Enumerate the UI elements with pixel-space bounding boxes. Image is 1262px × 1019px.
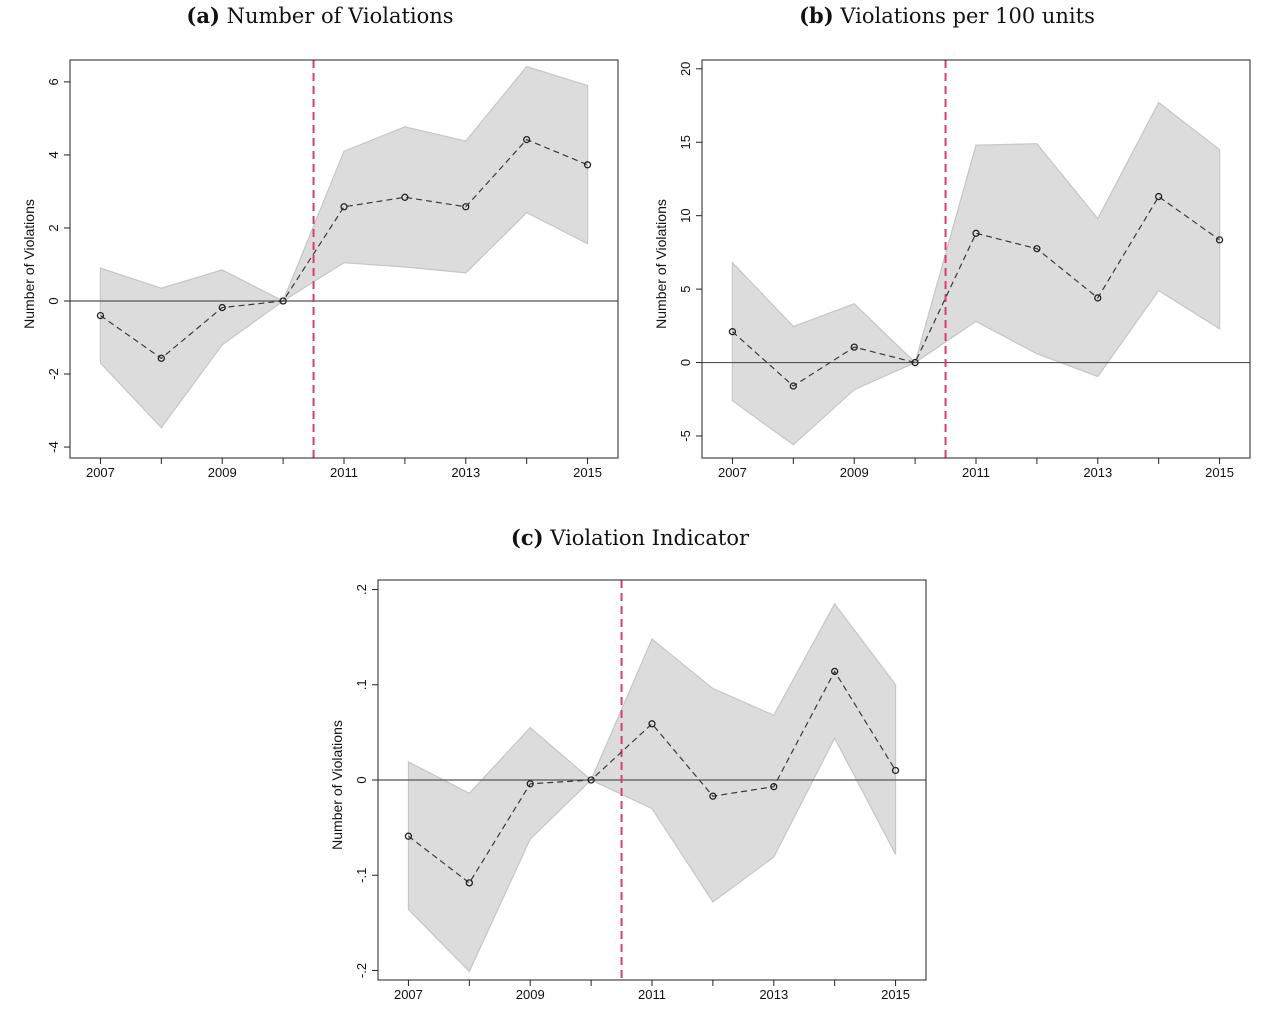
- x-tick-label: 2015: [573, 465, 602, 480]
- panel-c: (c) Violation Indicator 2007 2009 2011 2013…: [318, 520, 942, 1014]
- x-tick-label: 2009: [516, 987, 545, 1002]
- confidence-band: [731, 101, 1221, 446]
- chart-box: 2007 2009 2011 2013 2015 -.2 -.1 0 .1 .2 Number of…: [318, 566, 942, 1014]
- panel-title-text: Number of Violations: [226, 4, 454, 28]
- data-point: [157, 354, 165, 362]
- x-tick-label: 2013: [451, 465, 480, 480]
- y-tick-label: 0: [354, 776, 369, 783]
- y-axis-label: Number of Violations: [329, 720, 345, 850]
- x-tick-label: 2007: [718, 465, 747, 480]
- panel-b: (b) Violations per 100 units 2007 2009 201…: [632, 0, 1262, 500]
- y-axis-label: Number of Violations: [653, 199, 669, 329]
- data-point: [96, 311, 105, 320]
- data-point: [401, 193, 409, 201]
- estimate-line: [100, 138, 588, 360]
- data-point: [462, 203, 470, 211]
- y-tick-label: 10: [678, 208, 693, 222]
- panel-title-text: Violations per 100 units: [840, 4, 1095, 28]
- x-tick-label: 2011: [638, 987, 666, 1002]
- panel-title: (b) Violations per 100 units: [632, 3, 1262, 28]
- y-tick-label: 20: [678, 62, 693, 76]
- y-tick-label: 4: [46, 151, 61, 158]
- y-axis-label: Number of Violations: [21, 199, 37, 329]
- y-tick-label: 0: [46, 297, 61, 304]
- confidence-band: [407, 602, 897, 973]
- data-point: [340, 203, 348, 211]
- data-point: [648, 720, 656, 728]
- data-point: [850, 343, 858, 351]
- y-tick-label: 6: [46, 78, 61, 85]
- panel-letter: (b): [799, 3, 834, 28]
- panel-letter: (c): [510, 525, 544, 550]
- estimate-line: [732, 195, 1220, 387]
- data-point: [526, 780, 534, 788]
- data-point: [770, 783, 778, 791]
- data-point: [891, 766, 900, 775]
- data-point: [972, 229, 980, 237]
- y-tick-label: -.1: [354, 868, 369, 883]
- data-point: [1215, 236, 1224, 244]
- x-tick-label: 2015: [881, 987, 910, 1002]
- data-point: [1033, 245, 1041, 253]
- y-tick-label: -5: [678, 430, 693, 442]
- data-point: [1155, 192, 1163, 201]
- data-point: [465, 879, 473, 887]
- y-tick-label: -4: [46, 441, 61, 453]
- data-point: [279, 297, 287, 305]
- x-tick-label: 2011: [330, 465, 358, 480]
- data-point: [523, 135, 531, 144]
- data-point: [709, 792, 717, 800]
- confidence-band: [99, 65, 589, 429]
- data-point: [583, 161, 592, 169]
- data-point: [789, 382, 797, 390]
- estimate-line: [408, 670, 897, 884]
- panel-title: (c) Violation Indicator: [318, 525, 942, 550]
- chart-a: 2007 2009 2011 2013 2015 -4 -2 0 2 4 6 Number of Vi…: [21, 59, 619, 480]
- y-tick-label: -.2: [354, 963, 369, 978]
- data-point: [911, 358, 919, 367]
- data-point: [218, 303, 226, 312]
- data-point: [587, 776, 595, 784]
- x-tick-label: 2007: [86, 465, 115, 480]
- y-tick-label: -2: [46, 368, 61, 380]
- x-tick-label: 2013: [759, 987, 788, 1002]
- y-tick-label: 0: [678, 359, 693, 366]
- data-point: [831, 667, 839, 676]
- x-tick-label: 2011: [962, 465, 990, 480]
- x-tick-label: 2009: [208, 465, 237, 480]
- data-point: [728, 328, 737, 336]
- x-tick-label: 2015: [1205, 465, 1234, 480]
- data-point: [1094, 294, 1102, 302]
- chart-box: 2007 2009 2011 2013 2015 -5 0 5 10 15 20 Number of …: [642, 44, 1260, 496]
- chart-box: 2007 2009 2011 2013 2015 -4 -2 0 2 4 6 Number of Vi…: [10, 44, 632, 496]
- chart-c: 2007 2009 2011 2013 2015 -.2 -.1 0 .1 .2 Number of…: [329, 579, 927, 1002]
- x-tick-label: 2009: [840, 465, 869, 480]
- panel-letter: (a): [186, 3, 220, 28]
- panel-a: (a) Number of Violations 2007 2009 2011 201…: [0, 0, 640, 500]
- y-tick-label: 5: [678, 285, 693, 292]
- chart-b: 2007 2009 2011 2013 2015 -5 0 5 10 15 20 Number of …: [653, 59, 1251, 480]
- data-point: [404, 832, 413, 840]
- y-tick-label: 15: [678, 135, 693, 149]
- panel-title: (a) Number of Violations: [0, 3, 640, 28]
- y-tick-label: 2: [46, 224, 61, 231]
- panel-title-text: Violation Indicator: [550, 526, 750, 550]
- x-tick-label: 2013: [1083, 465, 1112, 480]
- y-tick-label: .2: [354, 584, 369, 595]
- y-tick-label: .1: [354, 679, 369, 690]
- x-tick-label: 2007: [394, 987, 423, 1002]
